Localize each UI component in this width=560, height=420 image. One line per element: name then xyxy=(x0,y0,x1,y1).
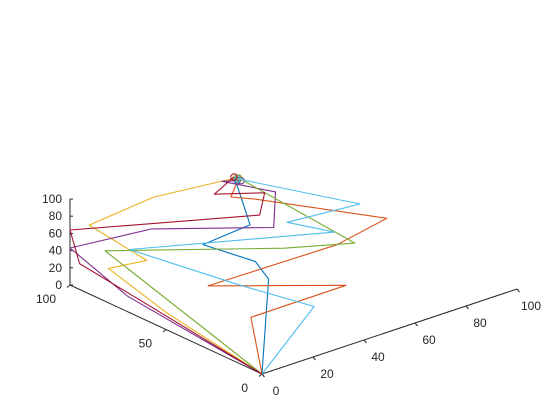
x-tick-label: 80 xyxy=(473,316,487,330)
x-tick-label: 60 xyxy=(422,333,436,347)
y-tick-label: 0 xyxy=(241,381,248,395)
x-tick-label: 40 xyxy=(371,350,385,364)
y-tick-mark xyxy=(162,329,167,333)
z-tick-label: 80 xyxy=(49,209,63,223)
series-line-5 xyxy=(104,177,356,375)
x-tick-mark xyxy=(414,322,418,327)
x-axis-line xyxy=(261,288,518,375)
x-tick-mark xyxy=(363,339,367,344)
x-tick-mark xyxy=(312,356,316,361)
series-end-marker-7 xyxy=(230,173,238,181)
z-tick-label: 40 xyxy=(49,244,63,258)
x-tick-label: 100 xyxy=(521,299,541,313)
x-tick-mark xyxy=(516,288,520,293)
y-tick-label: 50 xyxy=(139,337,153,351)
series-line-6 xyxy=(128,178,361,375)
series-line-4 xyxy=(69,180,277,375)
x-tick-label: 20 xyxy=(320,367,334,381)
series-line-7 xyxy=(69,176,266,375)
x-tick-label: 0 xyxy=(273,384,280,398)
series-line-2 xyxy=(207,178,388,375)
z-tick-label: 100 xyxy=(42,192,62,206)
z-tick-label: 0 xyxy=(55,278,62,292)
series-end-marker-5 xyxy=(234,174,243,182)
y-tick-label: 100 xyxy=(36,292,56,306)
chart-series-layer xyxy=(69,173,388,375)
x-tick-mark xyxy=(465,305,469,310)
y-tick-mark xyxy=(258,373,263,377)
x-tick-mark xyxy=(261,373,265,378)
z-tick-label: 20 xyxy=(49,261,63,275)
y-tick-mark xyxy=(66,284,71,288)
series-line-3 xyxy=(88,177,263,375)
z-tick-label: 60 xyxy=(49,226,63,240)
